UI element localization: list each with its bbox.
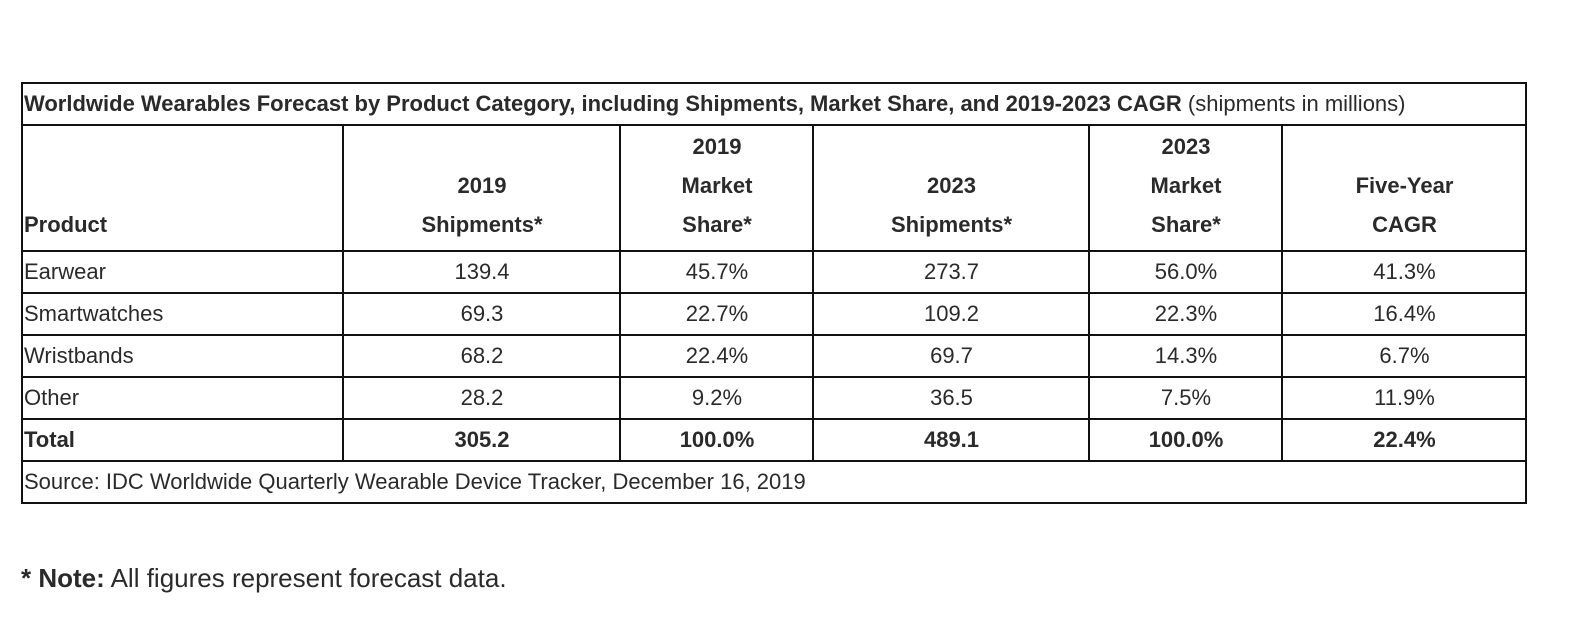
title-row: Worldwide Wearables Forecast by Product … [21,82,1527,126]
cell-cagr: 41.3% [1281,250,1527,294]
footnote-text: All figures represent forecast data. [104,563,507,593]
cell-product: Total [21,418,344,462]
cell-2023-shipments: 109.2 [812,292,1090,336]
table-row: Earwear 139.4 45.7% 273.7 56.0% 41.3% [21,250,1527,294]
table-title-unit: (shipments in millions) [1181,91,1406,116]
cell-2019-share: 22.7% [619,292,814,336]
total-row: Total 305.2 100.0% 489.1 100.0% 22.4% [21,418,1527,462]
source-row: Source: IDC Worldwide Quarterly Wearable… [21,460,1527,504]
header-2023-shipments: 2023 Shipments* [812,124,1090,252]
cell-2019-share: 22.4% [619,334,814,378]
table-title: Worldwide Wearables Forecast by Product … [21,82,1527,126]
cell-2023-share: 7.5% [1088,376,1283,420]
cell-2023-shipments: 489.1 [812,418,1090,462]
cell-product: Earwear [21,250,344,294]
header-five-year-cagr: Five-Year CAGR [1281,124,1527,252]
header-product: Product [21,124,344,252]
table-row: Other 28.2 9.2% 36.5 7.5% 11.9% [21,376,1527,420]
cell-2019-shipments: 28.2 [342,376,621,420]
cell-product: Other [21,376,344,420]
cell-2023-share: 22.3% [1088,292,1283,336]
cell-2019-share: 45.7% [619,250,814,294]
cell-2019-shipments: 305.2 [342,418,621,462]
cell-cagr: 6.7% [1281,334,1527,378]
header-2019-market-share: 2019 Market Share* [619,124,814,252]
cell-2019-share: 100.0% [619,418,814,462]
cell-2019-shipments: 68.2 [342,334,621,378]
footnote: * Note: All figures represent forecast d… [21,563,507,594]
cell-cagr: 22.4% [1281,418,1527,462]
header-row: Product 2019 Shipments* 2019 Market Share* … [21,124,1527,252]
table-row: Smartwatches 69.3 22.7% 109.2 22.3% 16.4… [21,292,1527,336]
footnote-label: * Note: [21,563,105,593]
cell-2023-shipments: 273.7 [812,250,1090,294]
table-row: Wristbands 68.2 22.4% 69.7 14.3% 6.7% [21,334,1527,378]
cell-2023-shipments: 36.5 [812,376,1090,420]
table-title-bold: Worldwide Wearables Forecast by Product … [24,91,1182,116]
forecast-table: Worldwide Wearables Forecast by Product … [21,82,1527,504]
header-2023-market-share: 2023 Market Share* [1088,124,1283,252]
cell-product: Wristbands [21,334,344,378]
cell-cagr: 16.4% [1281,292,1527,336]
cell-2023-share: 100.0% [1088,418,1283,462]
header-2019-shipments: 2019 Shipments* [342,124,621,252]
cell-cagr: 11.9% [1281,376,1527,420]
cell-2023-share: 14.3% [1088,334,1283,378]
cell-2019-shipments: 139.4 [342,250,621,294]
cell-2023-shipments: 69.7 [812,334,1090,378]
source-text: Source: IDC Worldwide Quarterly Wearable… [21,460,1527,504]
cell-2019-shipments: 69.3 [342,292,621,336]
cell-2019-share: 9.2% [619,376,814,420]
cell-product: Smartwatches [21,292,344,336]
cell-2023-share: 56.0% [1088,250,1283,294]
